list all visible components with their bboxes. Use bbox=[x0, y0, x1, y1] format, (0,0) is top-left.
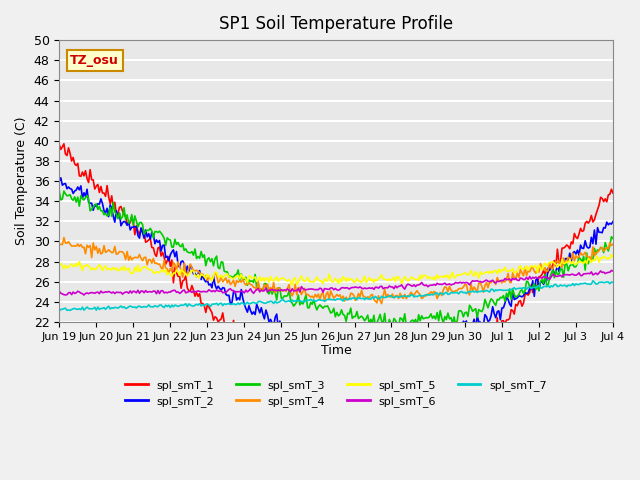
spl_smT_1 bbox=[60, 141, 68, 147]
spl_smT_1 bbox=[56, 142, 63, 148]
spl_smT_6 bbox=[580, 271, 588, 276]
spl_smT_5 bbox=[299, 277, 307, 283]
spl_smT_2 bbox=[56, 178, 63, 184]
spl_smT_5 bbox=[220, 273, 228, 278]
spl_smT_4 bbox=[250, 285, 257, 290]
spl_smT_1 bbox=[125, 219, 132, 225]
X-axis label: Time: Time bbox=[321, 345, 351, 358]
spl_smT_3 bbox=[609, 236, 617, 241]
spl_smT_7 bbox=[239, 300, 246, 306]
spl_smT_2 bbox=[57, 175, 65, 181]
spl_smT_1 bbox=[241, 336, 248, 342]
spl_smT_4 bbox=[609, 241, 617, 247]
spl_smT_7 bbox=[579, 281, 586, 287]
spl_smT_7 bbox=[298, 299, 305, 304]
Y-axis label: Soil Temperature (C): Soil Temperature (C) bbox=[15, 117, 28, 245]
spl_smT_1 bbox=[299, 387, 307, 393]
spl_smT_5 bbox=[56, 262, 63, 267]
spl_smT_5 bbox=[580, 261, 588, 266]
spl_smT_3 bbox=[250, 279, 257, 285]
spl_smT_2 bbox=[125, 219, 132, 225]
Line: spl_smT_1: spl_smT_1 bbox=[60, 144, 613, 407]
spl_smT_5 bbox=[607, 252, 615, 257]
spl_smT_3 bbox=[56, 189, 63, 194]
spl_smT_4 bbox=[222, 275, 230, 281]
Line: spl_smT_2: spl_smT_2 bbox=[60, 178, 613, 357]
spl_smT_4 bbox=[60, 235, 68, 240]
spl_smT_3 bbox=[299, 301, 307, 307]
spl_smT_4 bbox=[241, 280, 248, 286]
spl_smT_7 bbox=[56, 308, 63, 313]
spl_smT_5 bbox=[239, 275, 246, 281]
spl_smT_4 bbox=[125, 257, 132, 263]
Title: SP1 Soil Temperature Profile: SP1 Soil Temperature Profile bbox=[219, 15, 453, 33]
spl_smT_6 bbox=[241, 290, 248, 296]
spl_smT_6 bbox=[250, 290, 257, 296]
spl_smT_6 bbox=[607, 267, 615, 273]
spl_smT_3 bbox=[125, 220, 132, 226]
spl_smT_6 bbox=[222, 289, 230, 295]
spl_smT_7 bbox=[609, 279, 617, 285]
spl_smT_4 bbox=[378, 301, 385, 307]
Legend: spl_smT_1, spl_smT_2, spl_smT_3, spl_smT_4, spl_smT_5, spl_smT_6, spl_smT_7: spl_smT_1, spl_smT_2, spl_smT_3, spl_smT… bbox=[121, 375, 551, 412]
spl_smT_6 bbox=[56, 288, 63, 294]
spl_smT_4 bbox=[56, 241, 63, 247]
spl_smT_2 bbox=[299, 330, 307, 336]
spl_smT_5 bbox=[248, 276, 256, 281]
spl_smT_4 bbox=[299, 288, 307, 294]
spl_smT_1 bbox=[250, 353, 257, 359]
spl_smT_5 bbox=[609, 253, 617, 259]
spl_smT_5 bbox=[124, 266, 131, 272]
spl_smT_3 bbox=[222, 269, 230, 275]
spl_smT_6 bbox=[80, 292, 88, 298]
spl_smT_5 bbox=[288, 283, 296, 288]
spl_smT_7 bbox=[589, 278, 596, 284]
spl_smT_1 bbox=[347, 404, 355, 410]
spl_smT_7 bbox=[248, 300, 256, 306]
spl_smT_3 bbox=[581, 267, 589, 273]
spl_smT_1 bbox=[609, 190, 617, 196]
Text: TZ_osu: TZ_osu bbox=[70, 54, 119, 67]
spl_smT_3 bbox=[241, 276, 248, 282]
Line: spl_smT_3: spl_smT_3 bbox=[60, 191, 613, 330]
Line: spl_smT_4: spl_smT_4 bbox=[60, 238, 613, 304]
spl_smT_1 bbox=[222, 321, 230, 327]
spl_smT_3 bbox=[384, 327, 392, 333]
Line: spl_smT_6: spl_smT_6 bbox=[60, 270, 613, 295]
spl_smT_2 bbox=[387, 354, 395, 360]
spl_smT_7 bbox=[124, 305, 131, 311]
spl_smT_2 bbox=[250, 309, 257, 315]
Line: spl_smT_5: spl_smT_5 bbox=[60, 254, 613, 286]
Line: spl_smT_7: spl_smT_7 bbox=[60, 281, 613, 311]
spl_smT_3 bbox=[60, 188, 68, 194]
spl_smT_6 bbox=[125, 290, 132, 296]
spl_smT_1 bbox=[581, 220, 589, 226]
spl_smT_2 bbox=[609, 219, 617, 225]
spl_smT_7 bbox=[220, 301, 228, 307]
spl_smT_6 bbox=[299, 286, 307, 292]
spl_smT_6 bbox=[609, 268, 617, 274]
spl_smT_4 bbox=[581, 250, 589, 255]
spl_smT_2 bbox=[241, 301, 248, 307]
spl_smT_2 bbox=[222, 291, 230, 297]
spl_smT_2 bbox=[581, 238, 589, 244]
